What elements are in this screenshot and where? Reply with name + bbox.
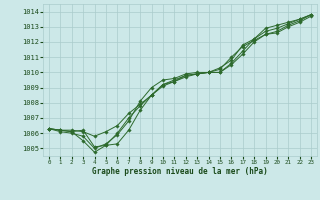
X-axis label: Graphe pression niveau de la mer (hPa): Graphe pression niveau de la mer (hPa) [92,167,268,176]
